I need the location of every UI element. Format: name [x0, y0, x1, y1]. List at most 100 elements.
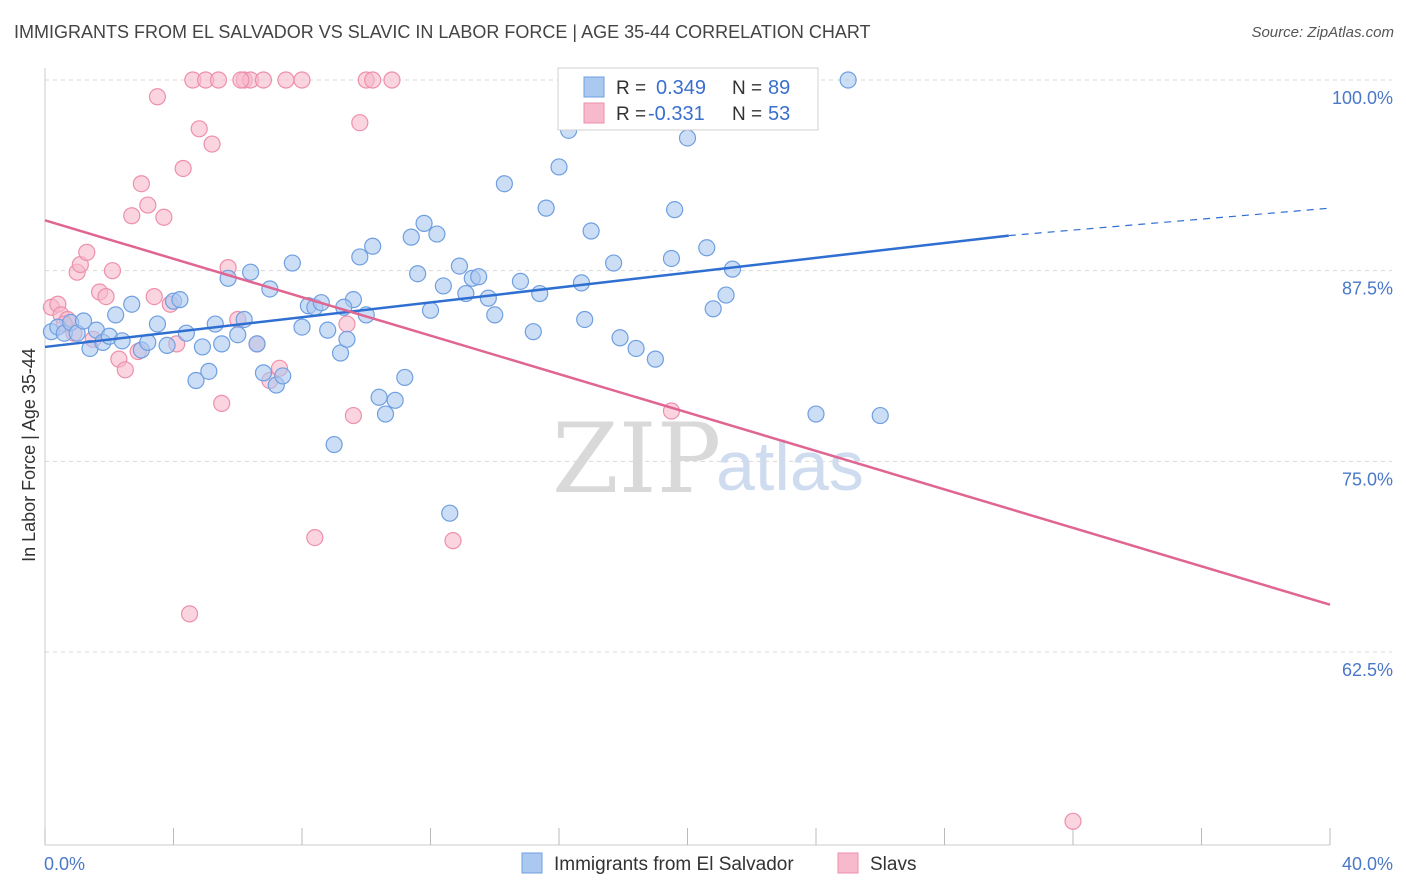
point-el-salvador — [200, 362, 218, 380]
point-el-salvador — [213, 335, 231, 353]
point-el-salvador — [441, 504, 459, 522]
point-slavs — [383, 71, 401, 89]
legend-r-label-2: R = — [616, 104, 646, 125]
point-el-salvador — [495, 175, 513, 193]
trend-layer — [44, 207, 1331, 606]
legend-n-label-1: N = — [732, 78, 762, 99]
point-el-salvador — [187, 371, 205, 390]
y-tick-label: 87.5% — [1342, 279, 1393, 299]
legend-n-value-1: 89 — [768, 77, 790, 99]
watermark-zip: ZIP — [552, 403, 721, 515]
point-el-salvador — [662, 249, 681, 268]
point-slavs — [338, 315, 356, 333]
point-el-salvador — [107, 306, 125, 324]
point-el-salvador — [450, 257, 469, 275]
point-el-salvador — [113, 332, 131, 350]
points-layer — [42, 71, 1082, 830]
legend-swatch-series1 — [583, 76, 605, 98]
point-el-salvador — [319, 321, 337, 339]
legend-n-label-2: N = — [732, 104, 762, 125]
point-el-salvador — [582, 222, 600, 240]
chart-title: IMMIGRANTS FROM EL SALVADOR VS SLAVIC IN… — [14, 22, 871, 42]
point-el-salvador — [293, 318, 311, 336]
bottom-legend-swatch-series2 — [837, 852, 859, 874]
point-slavs — [344, 406, 362, 425]
point-el-salvador — [666, 201, 684, 219]
legend-box: R = 0.349 N = 89 R = -0.331 N = 53 — [557, 67, 819, 131]
point-el-salvador — [351, 248, 369, 266]
point-el-salvador — [511, 272, 530, 290]
bottom-legend-label-series2: Slavs — [870, 854, 916, 875]
y-axis-title: In Labor Force | Age 35-44 — [19, 348, 39, 562]
legend-r-label-1: R = — [616, 78, 646, 99]
point-el-salvador — [74, 312, 93, 330]
chart-source: Source: ZipAtlas.com — [1251, 24, 1394, 41]
point-slavs — [203, 135, 221, 153]
x-tick-label: 40.0% — [1342, 854, 1393, 874]
legend-r-value-1: 0.349 — [656, 77, 706, 99]
point-el-salvador — [807, 405, 825, 423]
point-el-salvador — [434, 277, 452, 295]
point-el-salvador — [415, 214, 433, 232]
legend-n-value-2: 53 — [768, 103, 790, 125]
point-el-salvador — [486, 306, 504, 324]
point-slavs — [232, 71, 250, 89]
point-slavs — [78, 243, 96, 261]
point-el-salvador — [229, 326, 247, 344]
point-el-salvador — [193, 338, 212, 356]
point-el-salvador — [148, 315, 167, 333]
bottom-legend-label-series1: Immigrants from El Salvador — [554, 854, 794, 875]
point-el-salvador — [611, 329, 629, 347]
point-slavs — [213, 394, 231, 412]
point-el-salvador — [839, 71, 857, 89]
point-slavs — [132, 175, 150, 193]
point-el-salvador — [331, 344, 350, 362]
point-slavs — [116, 361, 134, 379]
point-el-salvador — [576, 310, 594, 329]
watermark-atlas: atlas — [716, 427, 864, 505]
point-el-salvador — [627, 339, 645, 358]
point-slavs — [444, 532, 462, 550]
point-el-salvador — [325, 435, 343, 454]
point-el-salvador — [572, 274, 591, 292]
point-el-salvador — [364, 237, 382, 255]
legend-r-value-2: -0.331 — [648, 103, 705, 125]
point-el-salvador — [678, 129, 697, 147]
point-el-salvador — [171, 291, 189, 309]
point-el-salvador — [254, 364, 273, 382]
point-slavs — [97, 287, 115, 306]
point-slavs — [145, 287, 163, 306]
point-slavs — [351, 114, 369, 132]
point-el-salvador — [704, 300, 722, 318]
trendline-el-salvador — [44, 234, 1009, 349]
point-slavs — [1064, 812, 1082, 830]
point-slavs — [306, 528, 324, 547]
point-slavs — [103, 262, 122, 280]
point-el-salvador — [396, 368, 414, 387]
point-el-salvador — [537, 199, 555, 217]
point-el-salvador — [470, 268, 488, 286]
point-el-salvador — [242, 263, 260, 281]
point-el-salvador — [158, 336, 176, 355]
point-slavs — [123, 207, 141, 225]
axis-layer — [44, 68, 1331, 846]
trendline-el-salvador-extension — [1008, 207, 1331, 237]
point-el-salvador — [550, 158, 568, 176]
point-slavs — [155, 208, 173, 226]
point-el-salvador — [376, 405, 395, 423]
point-slavs — [148, 88, 167, 106]
point-el-salvador — [524, 323, 542, 341]
point-slavs — [254, 71, 273, 89]
x-tick-label: 0.0% — [44, 854, 85, 874]
point-slavs — [364, 71, 382, 89]
bottom-legend-swatch-series1 — [521, 852, 543, 874]
point-el-salvador — [177, 324, 195, 342]
point-el-salvador — [871, 406, 889, 425]
point-el-salvador — [698, 239, 716, 257]
point-el-salvador — [248, 335, 266, 353]
watermark: ZIP atlas — [552, 403, 864, 515]
point-el-salvador — [274, 367, 292, 385]
point-slavs — [139, 196, 157, 214]
y-tick-label: 62.5% — [1342, 660, 1393, 680]
